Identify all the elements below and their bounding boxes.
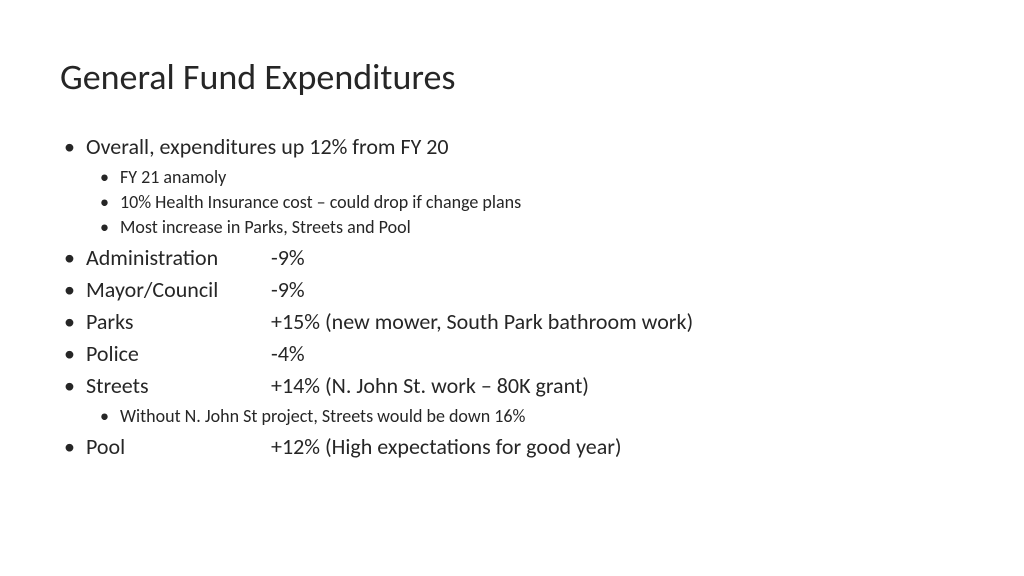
item-label: Pool (86, 431, 271, 463)
bullet-list: Overall, expenditures up 12% from FY 20 … (60, 131, 964, 463)
item-text: Overall, expenditures up 12% from FY 20 (86, 133, 449, 160)
list-item: Streets +14% (N. John St. work – 80K gra… (86, 370, 964, 429)
list-item: Pool +12% (High expectations for good ye… (86, 431, 964, 463)
item-label: Administration (86, 242, 271, 274)
list-item: Police -4% (86, 338, 964, 370)
item-value: +12% (High expectations for good year) (271, 431, 964, 463)
item-value: +15% (new mower, South Park bathroom wor… (271, 306, 964, 338)
sub-list: FY 21 anamoly 10% Health Insurance cost … (86, 165, 964, 241)
list-item: Administration -9% (86, 242, 964, 274)
item-value: -9% (271, 242, 964, 274)
sub-item: FY 21 anamoly (120, 165, 964, 190)
item-label: Police (86, 338, 271, 370)
sub-item: Without N. John St project, Streets woul… (120, 404, 964, 429)
list-item: Parks +15% (new mower, South Park bathro… (86, 306, 964, 338)
list-item: Mayor/Council -9% (86, 274, 964, 306)
item-label: Mayor/Council (86, 274, 271, 306)
item-value: -9% (271, 274, 964, 306)
slide-title: General Fund Expenditures (60, 55, 964, 99)
sub-list: Without N. John St project, Streets woul… (86, 404, 964, 429)
list-item: Overall, expenditures up 12% from FY 20 … (86, 131, 964, 240)
item-value: -4% (271, 338, 964, 370)
item-label: Streets (86, 370, 271, 402)
sub-item: Most increase in Parks, Streets and Pool (120, 215, 964, 240)
sub-item: 10% Health Insurance cost – could drop i… (120, 190, 964, 215)
item-label: Parks (86, 306, 271, 338)
item-value: +14% (N. John St. work – 80K grant) (271, 370, 964, 402)
